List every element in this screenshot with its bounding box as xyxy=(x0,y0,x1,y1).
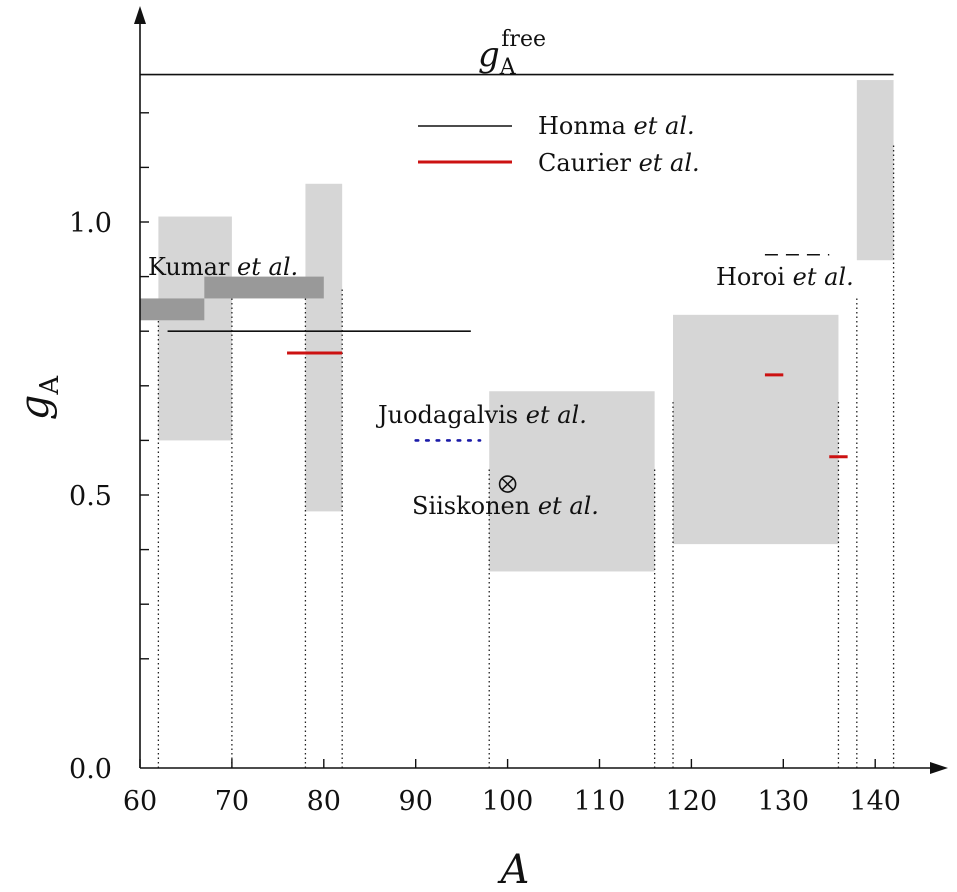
x-tick-label-0: 60 xyxy=(123,786,157,817)
siiskonen-point xyxy=(498,475,517,493)
kumar-band-0 xyxy=(140,298,205,321)
annotation-siiskonen: Siiskonen et al. xyxy=(412,492,599,520)
x-tick-label-2: 80 xyxy=(307,786,341,817)
axes-layer xyxy=(134,6,948,774)
y-axis-arrow xyxy=(134,6,146,24)
x-axis-arrow xyxy=(930,762,948,774)
range-band-4 xyxy=(856,80,894,261)
annotation-kumar: Kumar et al. xyxy=(148,253,298,281)
free-value-label: gAfree xyxy=(478,27,546,80)
x-tick-label-8: 140 xyxy=(849,786,901,817)
range-band-2 xyxy=(489,391,655,572)
range-band-3 xyxy=(673,314,839,545)
y-tick-label-0: 0.0 xyxy=(69,754,112,785)
x-tick-label-3: 90 xyxy=(399,786,433,817)
y-axis-title: gA xyxy=(12,375,65,421)
light-bands-layer xyxy=(158,80,894,572)
dotted-guides-layer xyxy=(157,145,895,768)
kumar-band-1 xyxy=(204,276,324,299)
ticks-layer: 60 70 80 90 100 110 120 130 140 0.0 0.5 1.0 xyxy=(69,112,901,817)
x-axis-title: A xyxy=(497,847,530,892)
siiskonen-point-cross-b xyxy=(501,477,514,491)
annotation-juodagalvis: Juodagalvis et al. xyxy=(375,401,587,429)
x-tick-label-7: 130 xyxy=(758,786,810,817)
x-tick-label-1: 70 xyxy=(215,786,249,817)
x-tick-label-4: 100 xyxy=(482,786,534,817)
x-tick-label-6: 120 xyxy=(666,786,718,817)
annotation-horoi: Horoi et al. xyxy=(716,263,854,291)
legend-label-honma: Honma et al. xyxy=(538,112,695,140)
range-band-1 xyxy=(305,183,343,512)
y-tick-label-1: 0.5 xyxy=(69,481,112,512)
annotations-layer: gAfree Honma et al. Caurier et al. Kumar… xyxy=(12,27,854,892)
y-tick-label-2: 1.0 xyxy=(69,208,112,239)
range-band-0 xyxy=(158,216,232,441)
kumar-bands-layer xyxy=(140,276,324,321)
x-tick-label-5: 110 xyxy=(574,786,626,817)
legend-label-caurier: Caurier et al. xyxy=(538,149,700,177)
lines-layer xyxy=(140,73,894,493)
